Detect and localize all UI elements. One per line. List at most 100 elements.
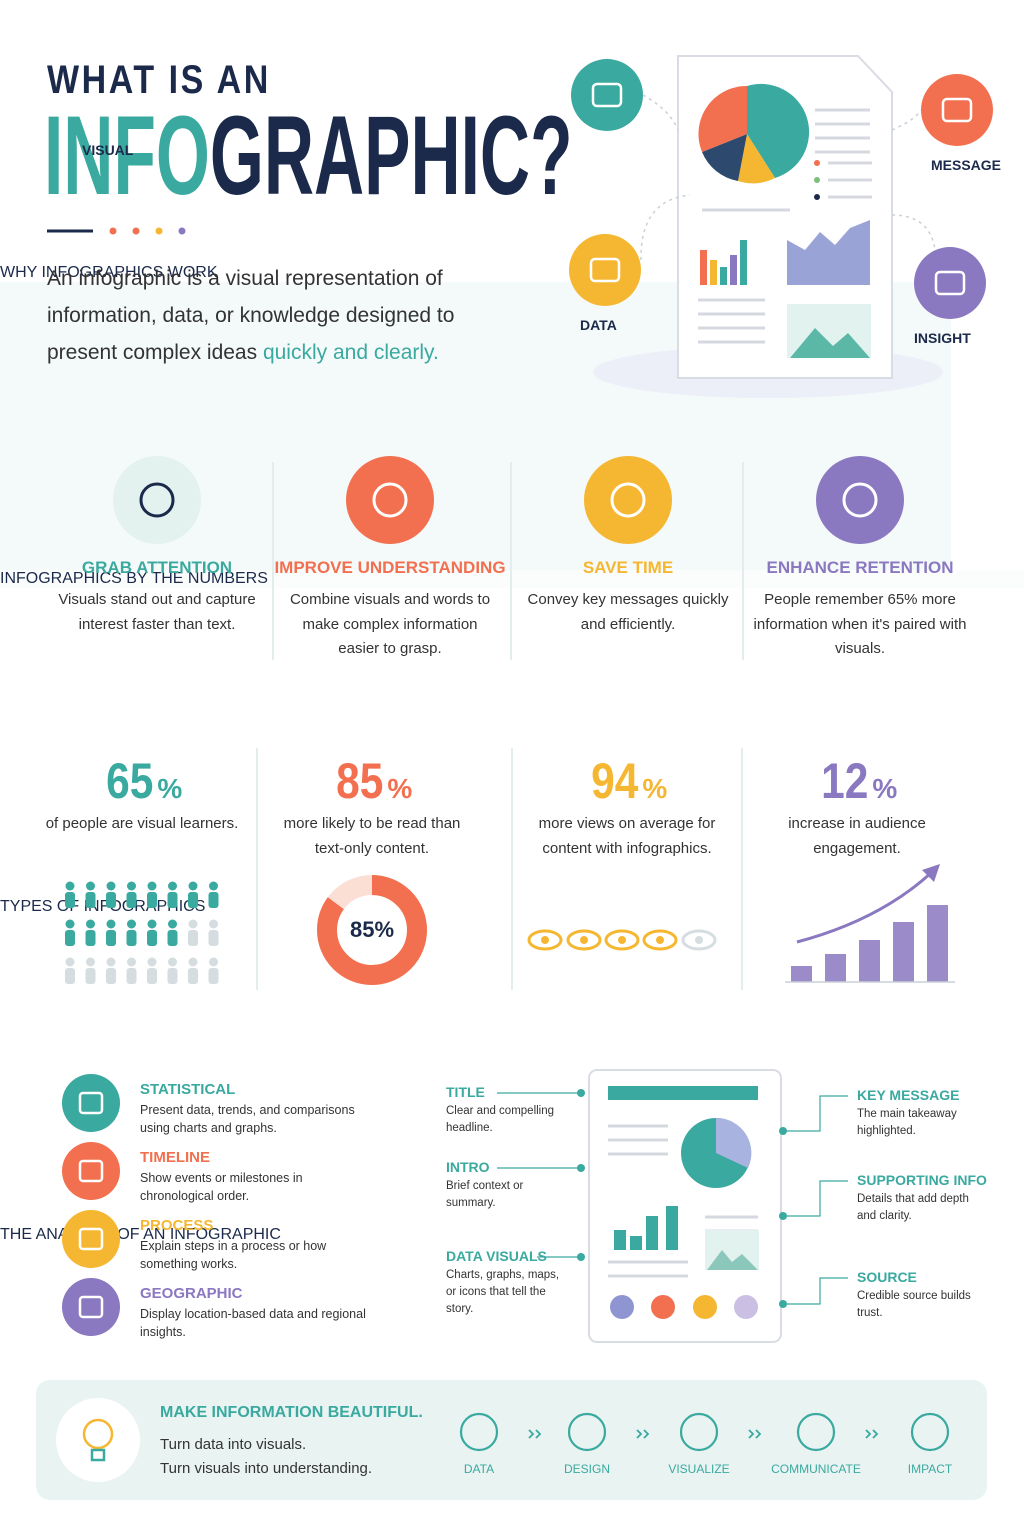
connector: [783, 1180, 848, 1217]
why-icon: [113, 456, 201, 544]
dot: [814, 177, 820, 183]
person: [188, 968, 198, 984]
person: [126, 968, 137, 984]
chevron: [636, 1429, 650, 1439]
type-text: Show events or milestones in chronologic…: [140, 1171, 303, 1203]
type-text: Explain steps in a process or how someth…: [140, 1239, 327, 1271]
footer-band: [36, 1380, 987, 1500]
person: [209, 881, 218, 891]
stat: 85%: [272, 752, 472, 810]
person: [167, 930, 178, 946]
why-heading: IMPROVE UNDERSTANDING: [274, 558, 506, 577]
type-heading: GEOGRAPHIC: [140, 1285, 243, 1302]
person: [208, 930, 219, 946]
dot: [109, 227, 117, 235]
stat: 94%: [527, 752, 727, 810]
step-label: IMPACT: [907, 1462, 953, 1476]
person: [85, 930, 96, 946]
doc-dot: [651, 1295, 675, 1319]
person: [65, 930, 75, 946]
stat-unit: %: [872, 773, 898, 804]
icon-glyph: [591, 82, 623, 108]
title-line: WHAT IS AN: [47, 58, 271, 102]
footer-line: Turn visuals into understanding.: [160, 1460, 373, 1477]
person: [106, 919, 116, 929]
icon-glyph: [842, 482, 878, 518]
person: [126, 892, 137, 908]
person: [106, 881, 116, 891]
person: [65, 968, 75, 984]
icon-glyph: [372, 482, 408, 518]
icon-glyph: [610, 482, 646, 518]
icon-glyph: [78, 1159, 104, 1183]
hero-icon: [914, 247, 986, 319]
person: [86, 957, 95, 967]
stat-text: of people are visual learners.: [45, 815, 239, 832]
growth-bar: [859, 940, 880, 982]
person: [147, 968, 157, 984]
stat-value: 12: [820, 753, 869, 809]
person: [127, 919, 136, 929]
why-text: Convey key messages quickly and efficien…: [527, 591, 729, 633]
stat-unit: %: [157, 773, 183, 804]
chevron: [865, 1429, 879, 1439]
icon-glyph: [78, 1227, 104, 1251]
pupil: [580, 936, 588, 944]
step-icon: [910, 1412, 950, 1452]
type-heading: STATISTICAL: [140, 1081, 236, 1098]
icon-glyph: [139, 482, 175, 518]
person: [209, 957, 218, 967]
icon-glyph: [589, 257, 621, 283]
chevron: [748, 1429, 762, 1439]
person: [147, 957, 157, 967]
stat-text: more views on average for content with i…: [538, 815, 716, 857]
person: [85, 968, 96, 984]
doc-dot: [734, 1295, 758, 1319]
doc-bar: [614, 1230, 626, 1250]
footer-line: Turn data into visuals.: [160, 1436, 307, 1453]
type-heading: TIMELINE: [140, 1149, 210, 1166]
growth-bar: [791, 966, 812, 982]
icon-glyph: [78, 1091, 104, 1115]
bulb-base: [90, 1448, 106, 1462]
person: [65, 881, 75, 891]
step-label: DATA: [463, 1462, 495, 1476]
type-icon: [62, 1210, 120, 1268]
donut-label: 85%: [349, 917, 395, 942]
type-heading: PROCESS: [140, 1217, 214, 1234]
growth-bar: [825, 954, 846, 982]
mini-area: [787, 220, 870, 285]
anatomy-text: Details that add depth and clarity.: [857, 1193, 969, 1222]
growth-bar: [893, 922, 914, 982]
eye: [642, 929, 678, 951]
description: An infographic is a visual representatio…: [47, 267, 455, 364]
mini-bar: [700, 250, 707, 285]
mini-bar: [720, 267, 727, 285]
why-text: Combine visuals and words to make comple…: [289, 591, 491, 657]
connector: [783, 1277, 848, 1305]
dot: [178, 227, 186, 235]
trend: [796, 870, 934, 944]
title-info: INFO: [44, 93, 210, 218]
stat-text: increase in audience engagement.: [788, 815, 926, 857]
pie: [747, 83, 810, 178]
hero-icon: [569, 234, 641, 306]
person: [86, 881, 95, 891]
arrowhead: [922, 864, 940, 882]
connector-dot: [779, 1212, 787, 1220]
person: [127, 881, 136, 891]
dot: [814, 160, 820, 166]
dot: [814, 194, 820, 200]
person: [167, 892, 178, 908]
hero-label: VISUAL: [82, 142, 134, 158]
stat-unit: %: [387, 773, 413, 804]
title-rest: GRAPHIC?: [209, 93, 573, 218]
anatomy-heading: TITLE: [446, 1084, 485, 1100]
type-text: Present data, trends, and comparisons us…: [140, 1103, 355, 1135]
anatomy-heading: SUPPORTING INFO: [857, 1172, 987, 1188]
stat-value: 65: [105, 753, 154, 809]
anatomy-text: Clear and compelling headline.: [446, 1105, 555, 1134]
anatomy-heading: INTRO: [446, 1159, 490, 1175]
why-icon: [584, 456, 672, 544]
